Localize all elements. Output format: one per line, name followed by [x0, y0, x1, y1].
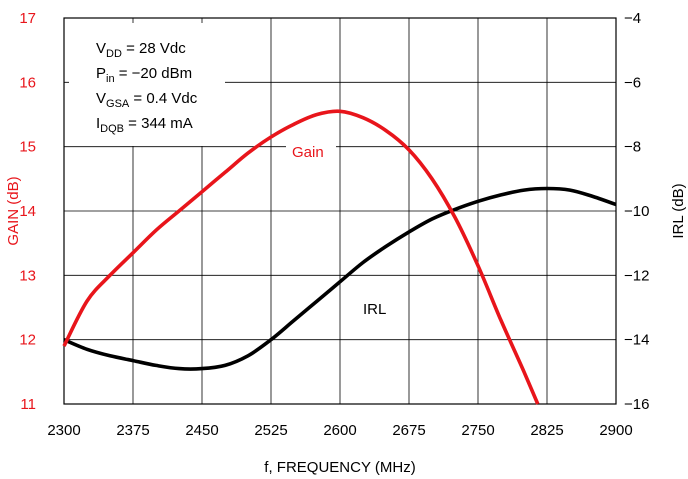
y-right-tick-label: −10 [624, 203, 649, 220]
x-tick-labels: 2300 2375 2450 2525 2600 2675 2750 2825 2900 [47, 422, 632, 439]
series-lines [62, 109, 617, 405]
y-right-tick-label: −6 [624, 74, 641, 91]
y-left-tick-labels: 11 12 13 14 15 16 17 [19, 10, 36, 413]
irl-curve [63, 186, 617, 371]
condition-line: IDQB = 344 mA [96, 115, 193, 135]
gain-curve [62, 109, 540, 405]
gain-label-background [286, 140, 336, 162]
x-tick-label: 2600 [323, 422, 356, 439]
grid [64, 18, 616, 404]
x-tick-label: 2375 [116, 422, 149, 439]
y-right-tick-label: −14 [624, 332, 649, 349]
y-left-tick-label: 15 [19, 139, 36, 156]
y-left-tick-label: 14 [19, 203, 36, 220]
y-right-axis-label: IRL (dB) [670, 183, 687, 238]
x-tick-label: 2300 [47, 422, 80, 439]
irl-series-label: IRL [363, 301, 386, 318]
test-conditions: VDD = 28 Vdc Pin = −20 dBm VGSA = 0.4 Vdc I… [96, 40, 198, 135]
y-left-tick-label: 13 [19, 267, 36, 284]
y-right-tick-label: −4 [624, 10, 641, 27]
x-tick-label: 2450 [185, 422, 218, 439]
y-left-tick-label: 11 [20, 396, 36, 413]
x-tick-label: 2675 [392, 422, 425, 439]
y-right-tick-label: −12 [624, 267, 649, 284]
x-tick-label: 2750 [461, 422, 494, 439]
y-left-tick-label: 17 [19, 10, 36, 27]
y-left-axis-label: GAIN (dB) [5, 176, 22, 245]
y-right-tick-labels: −16 −14 −12 −10 −8 −6 −4 [624, 10, 649, 413]
condition-line: Pin = −20 dBm [96, 65, 192, 85]
y-left-tick-label: 12 [19, 332, 36, 349]
gain-series-label: Gain [292, 144, 324, 161]
conditions-box-background [69, 23, 225, 146]
condition-line: VGSA = 0.4 Vdc [96, 90, 198, 110]
y-left-tick-label: 16 [19, 74, 36, 91]
x-axis-label: f, FREQUENCY (MHz) [264, 459, 415, 476]
x-tick-label: 2900 [599, 422, 632, 439]
condition-line: VDD = 28 Vdc [96, 40, 186, 60]
x-tick-label: 2825 [530, 422, 563, 439]
y-right-tick-label: −8 [624, 139, 641, 156]
x-tick-label: 2525 [254, 422, 287, 439]
y-right-tick-label: −16 [624, 396, 649, 413]
plot-frame [63, 17, 617, 405]
